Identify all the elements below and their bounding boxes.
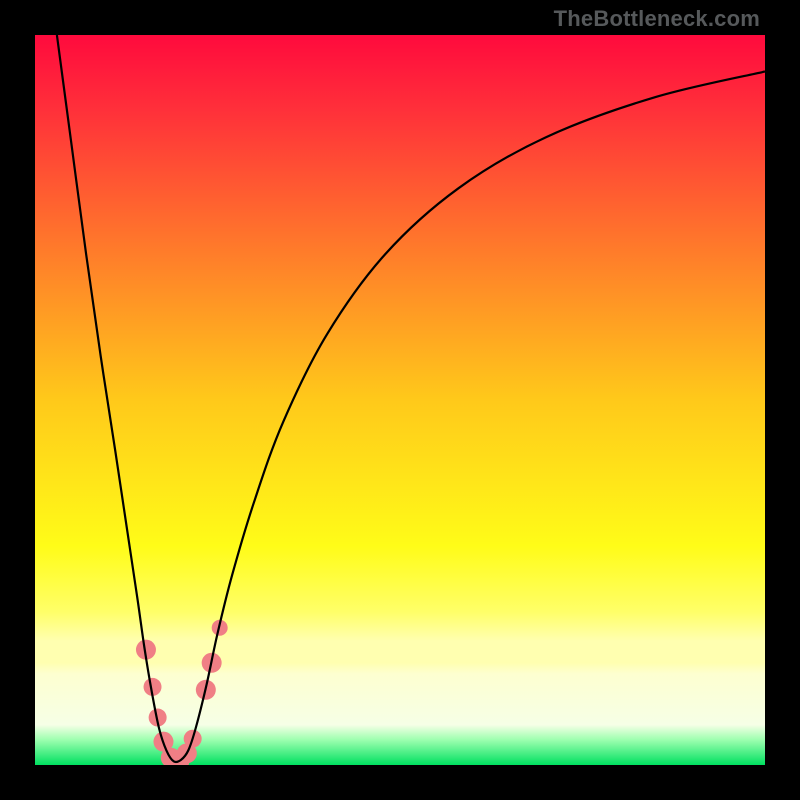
plot-area — [35, 35, 765, 765]
bottleneck-curve — [57, 35, 765, 762]
watermark-label: TheBottleneck.com — [554, 6, 760, 32]
bottleneck-chart: TheBottleneck.com — [0, 0, 800, 800]
curve-layer — [35, 35, 765, 765]
marker-group — [136, 620, 228, 765]
